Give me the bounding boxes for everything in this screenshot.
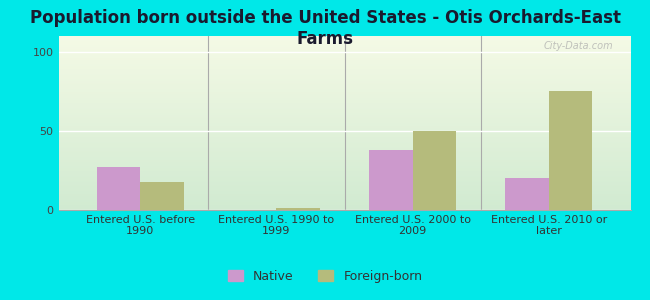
Bar <box>97 167 140 210</box>
Bar <box>276 208 320 210</box>
Text: City-Data.com: City-Data.com <box>543 41 614 51</box>
Legend: Native, Foreign-born: Native, Foreign-born <box>223 265 427 288</box>
Bar <box>549 92 592 210</box>
Bar <box>505 178 549 210</box>
Bar <box>140 182 184 210</box>
Text: Population born outside the United States - Otis Orchards-East
Farms: Population born outside the United State… <box>29 9 621 48</box>
Bar <box>369 150 413 210</box>
Bar <box>413 131 456 210</box>
